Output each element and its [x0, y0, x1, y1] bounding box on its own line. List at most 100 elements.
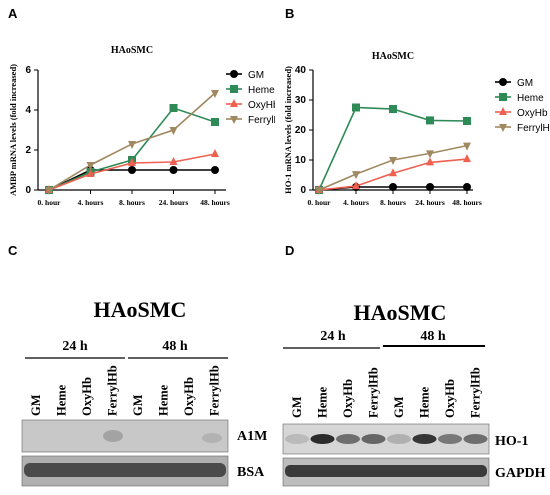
- series-line-heme: [318, 106, 468, 191]
- blot-band-ho1: [361, 434, 386, 444]
- y-tick-label: 30: [295, 95, 307, 106]
- blot-band-ho1: [336, 434, 360, 444]
- legend-marker-gm: [230, 70, 238, 78]
- x-tick-label: 48. hours: [452, 198, 482, 207]
- legend-marker-gm: [499, 78, 507, 86]
- chart-title: HAoSMC: [111, 45, 153, 56]
- data-point-ferrylhb: [169, 127, 178, 135]
- data-point-ferrylhb: [463, 142, 471, 151]
- legend-marker-oxyhb: [499, 107, 507, 115]
- legend-label-heme: Heme: [248, 85, 275, 96]
- y-tick-label: 20: [295, 125, 307, 136]
- lane-label: GM: [131, 394, 145, 416]
- legend-marker-ferrylhb: [230, 116, 238, 124]
- legend-label-gm: GM: [248, 70, 264, 81]
- lane-label: Heme: [157, 384, 171, 416]
- blot-band-ho1: [463, 434, 488, 444]
- blot-label-a1m: A1M: [237, 429, 267, 444]
- lane-label: FerrylHb: [208, 365, 222, 416]
- blot-band-ho1: [285, 434, 309, 444]
- lane-label: FerrylHb: [469, 367, 483, 418]
- legend-marker-heme: [230, 85, 238, 93]
- data-point-ferrylhb: [45, 187, 53, 195]
- blot-panel-ho1: HAoSMC 24 h 48 h GM Heme OxyHb FerrylHb GM He…: [282, 300, 546, 487]
- data-point-oxyhb: [463, 154, 471, 163]
- data-point-gm: [426, 183, 434, 191]
- lane-label: Heme: [55, 384, 69, 416]
- data-point-heme: [352, 103, 360, 112]
- data-point-oxyhb: [389, 168, 397, 177]
- lane-label: GM: [392, 396, 406, 418]
- data-point-heme: [389, 105, 397, 113]
- data-point-ferrylhb: [86, 162, 95, 170]
- blot-band-ho1: [412, 434, 437, 444]
- data-point-ferrylhb: [211, 90, 219, 98]
- y-axis-label: AMBP mRNA levels (fold increased): [8, 64, 18, 196]
- blot-title: HAoSMC: [354, 300, 447, 325]
- data-point-ferrylhb: [389, 157, 397, 165]
- panel-letter-b: B: [285, 6, 295, 21]
- lane-label: Heme: [316, 386, 330, 418]
- blot-band-ho1: [387, 434, 411, 444]
- x-tick-label: 4. hours: [78, 198, 104, 207]
- data-point-heme: [169, 104, 178, 112]
- lane-label: GM: [290, 396, 304, 418]
- x-tick-label: 0. hour: [308, 198, 332, 207]
- legend-label-ferrylhb: FerrylHb: [517, 123, 550, 134]
- data-point-gm: [463, 183, 471, 191]
- chart-ambp-mrna: HAoSMC 0 2 4 6 AMBP mRNA levels (fold increas…: [8, 45, 275, 207]
- y-tick-label: 10: [295, 155, 307, 166]
- blot-title: HAoSMC: [94, 297, 187, 322]
- x-tick-label: 48. hours: [200, 198, 230, 207]
- lane-label: OxyHb: [80, 377, 94, 416]
- blot-panel-a1m: HAoSMC 24 h 48 h GM Heme OxyHb FerrylHb GM He…: [21, 297, 267, 487]
- lane-label: OxyHb: [443, 379, 457, 418]
- lane-label: FerrylHb: [106, 365, 120, 416]
- legend-label-ferrylhb: FerrylHb: [248, 115, 275, 126]
- data-point-gm: [128, 166, 136, 174]
- data-point-oxyhb: [86, 169, 95, 177]
- time-label-24h: 24 h: [62, 339, 88, 354]
- data-point-ferrylhb: [128, 141, 136, 149]
- x-tick-label: 4. hours: [343, 198, 369, 207]
- data-point-oxyhb: [169, 157, 178, 165]
- blot-band-ho1: [438, 434, 462, 444]
- legend-label-oxyhb: OxyHb: [517, 108, 548, 119]
- legend-label-oxyhb: OxyHb: [248, 100, 275, 111]
- data-point-ferrylhb: [315, 187, 323, 195]
- data-point-ferrylhb: [426, 150, 434, 159]
- y-tick-label: 2: [25, 145, 31, 156]
- panel-letter-c: C: [8, 243, 18, 258]
- legend-marker-oxyhb: [230, 99, 238, 107]
- panel-letter-d: D: [285, 243, 295, 258]
- y-tick-label: 0: [25, 185, 31, 196]
- chart-title: HAoSMC: [372, 51, 414, 62]
- blot-label-gapdh: GAPDH: [495, 466, 546, 481]
- data-point-oxyhb: [352, 181, 360, 190]
- x-tick-label: 24. hours: [159, 198, 189, 207]
- data-point-oxyhb: [211, 149, 219, 157]
- data-point-oxyhb: [426, 157, 434, 166]
- data-point-gm: [389, 183, 397, 191]
- lane-label: OxyHb: [341, 379, 355, 418]
- data-point-ferrylhb: [352, 171, 360, 180]
- legend-marker-heme: [499, 93, 507, 101]
- blot-band-ho1: [310, 434, 335, 444]
- y-tick-label: 0: [300, 185, 306, 196]
- x-tick-label: 0. hour: [38, 198, 62, 207]
- y-tick-label: 6: [25, 65, 31, 76]
- y-tick-label: 40: [295, 65, 307, 76]
- x-tick-label: 24. hours: [415, 198, 445, 207]
- data-point-gm: [211, 166, 219, 174]
- legend-label-heme: Heme: [517, 93, 544, 104]
- x-tick-label: 8. hours: [380, 198, 406, 207]
- time-label-48h: 48 h: [162, 339, 188, 354]
- blot-band-bsa: [24, 463, 226, 477]
- legend-label-gm: GM: [517, 78, 533, 89]
- blot-a1m: [21, 419, 229, 453]
- blot-band-ferrylhb-48h: [202, 433, 222, 443]
- x-tick-label: 8. hours: [119, 198, 145, 207]
- time-label-24h: 24 h: [320, 329, 346, 344]
- data-point-oxyhb: [128, 158, 136, 166]
